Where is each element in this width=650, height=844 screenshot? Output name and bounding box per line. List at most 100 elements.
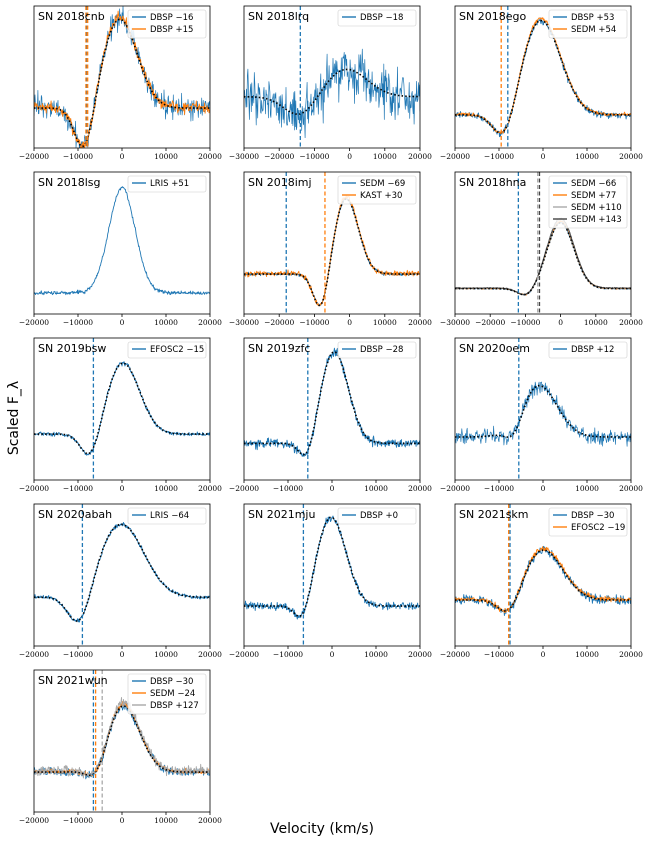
legend-box [127,175,207,193]
legend-entry: SEDM +77 [571,191,616,201]
legend: DBSP −30 EFOSC2 −19 [548,507,628,537]
plot-area [34,504,210,646]
panel-title: SN 2020oem [459,342,530,355]
x-tick-label: −20000 [440,484,470,493]
x-tick-label: 0 [541,650,546,659]
panels-group: −20000 −10000 0 10000 20000 SN 2018cnb DBSP −1… [19,5,643,825]
spectrum-line-1 [455,17,631,138]
x-tick-label: 20000 [619,650,643,659]
legend: SEDM −69 KAST +30 [337,175,417,205]
panel-title: SN 2021mju [248,508,315,521]
x-tick-label: −20000 [229,484,259,493]
x-tick-label: −10000 [299,152,329,161]
legend: LRIS −64 [127,507,207,525]
plot-area [34,6,210,148]
x-tick-label: −10000 [484,152,514,161]
spectrum-line-2 [244,195,420,307]
x-tick-label: 0 [347,318,352,327]
legend-box [127,9,207,39]
x-tick-label: 20000 [198,650,222,659]
panel-title: SN 2020abah [38,508,112,521]
panel-frame [243,337,421,481]
legend-box [337,507,417,525]
x-axis-label: Velocity (km/s) [270,821,374,837]
x-tick-label: −10000 [510,318,540,327]
legend-entry: DBSP −18 [360,13,403,23]
legend-box [127,507,207,525]
panel-frame [33,337,211,481]
x-tick-label: −10000 [273,650,303,659]
x-tick-label: 0 [120,484,125,493]
x-tick-label: −20000 [19,318,49,327]
panel-6: −30000 −20000 −10000 0 10000 20000 SN 2018hna S… [440,171,643,327]
x-tick-label: −20000 [440,152,470,161]
legend: EFOSC2 −15 [127,341,207,359]
x-tick-label: 10000 [154,650,178,659]
x-tick-label: 10000 [154,318,178,327]
x-tick-label: −10000 [63,484,93,493]
panel-title: SN 2018ego [459,10,526,23]
legend-entry: LRIS −64 [150,511,189,521]
legend-box [548,9,628,39]
x-tick-label: −10000 [63,318,93,327]
model-fit-line [34,362,210,455]
legend-entry: LRIS +51 [150,179,189,189]
x-tick-label: −20000 [264,318,294,327]
x-tick-label: 20000 [619,318,643,327]
x-tick-label: −20000 [19,152,49,161]
legend-entry: DBSP +0 [360,511,398,521]
panel-title: SN 2019bsw [38,342,106,355]
x-tick-label: 20000 [198,318,222,327]
panel-9: −20000 −10000 0 10000 20000 SN 2020oem DBSP +1… [440,337,643,493]
legend-entry: SEDM +54 [571,25,616,35]
panel-frame [243,503,421,647]
x-tick-label: −10000 [273,484,303,493]
legend: DBSP −28 [337,341,417,359]
x-tick-label: 10000 [373,152,397,161]
x-tick-label: −10000 [63,816,93,825]
x-tick-label: 10000 [575,650,599,659]
model-fit-line [34,705,210,777]
panel-title: SN 2019zfc [248,342,310,355]
plot-area [455,172,631,314]
x-tick-label: 20000 [619,484,643,493]
panel-frame [454,337,632,481]
spectrum-line-1 [34,186,210,296]
x-tick-label: 10000 [575,484,599,493]
x-tick-label: 0 [330,484,335,493]
spectrum-line-3 [455,219,631,296]
x-tick-label: 10000 [364,484,388,493]
x-tick-label: 0 [347,152,352,161]
model-fit-line [244,198,420,307]
legend: DBSP −16 DBSP +15 [127,9,207,39]
spectrum-line-1 [244,48,420,139]
plot-area [34,186,210,296]
x-tick-label: 10000 [154,816,178,825]
model-fit-line [455,19,631,134]
x-tick-label: 20000 [408,318,432,327]
legend-entry: DBSP −28 [360,345,403,355]
panel-title: SN 2018lrq [248,10,309,23]
legend-box [127,673,207,715]
spectrum-line-1 [34,703,210,780]
x-tick-label: 10000 [154,484,178,493]
panel-frame [243,171,421,315]
x-tick-label: −30000 [229,318,259,327]
panel-3: −20000 −10000 0 10000 20000 SN 2018ego DBSP +5… [440,5,643,161]
x-tick-label: 10000 [584,318,608,327]
x-tick-label: −20000 [440,650,470,659]
legend-entry: SEDM −24 [150,689,195,699]
x-tick-label: 10000 [364,650,388,659]
legend: DBSP −30 SEDM −24 DBSP +127 [127,673,207,715]
plot-area [455,6,631,148]
panel-11: −20000 −10000 0 10000 20000 SN 2021mju DBSP +0 [229,503,432,659]
model-fit-line [244,68,420,116]
x-tick-label: 20000 [198,816,222,825]
legend: DBSP +12 [548,341,628,359]
x-tick-label: 10000 [154,152,178,161]
x-tick-label: 0 [120,816,125,825]
x-tick-label: 20000 [408,484,432,493]
x-tick-label: −10000 [484,650,514,659]
x-tick-label: −10000 [63,650,93,659]
